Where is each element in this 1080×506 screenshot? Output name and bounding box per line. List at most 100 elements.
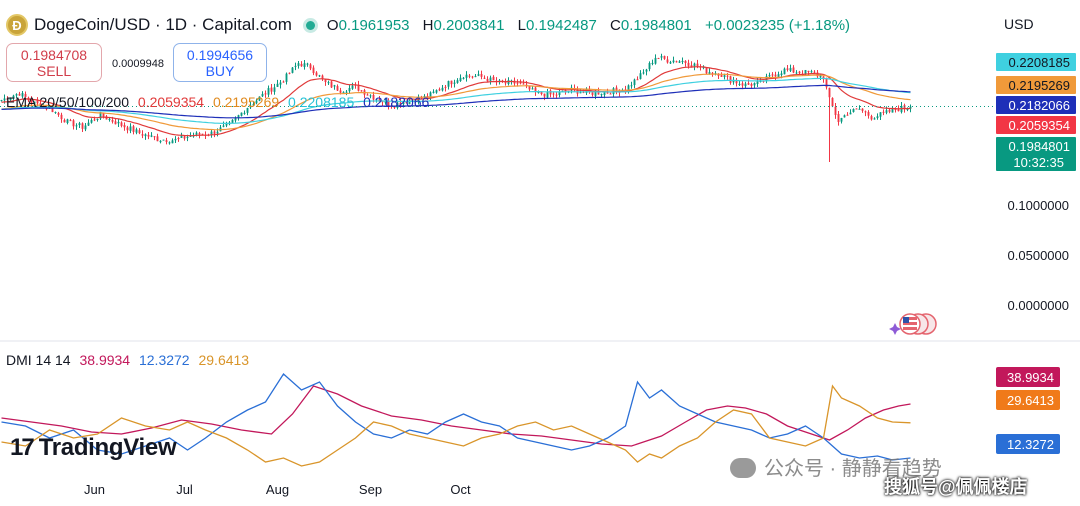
ema100-line (1, 77, 911, 125)
candle-body (342, 91, 345, 93)
close-value: 0.1984801 (620, 16, 692, 34)
candle-body (396, 102, 399, 108)
dmi-value-tag (996, 367, 1060, 387)
candle-body (168, 142, 171, 144)
candle-body (165, 140, 168, 142)
candle-body (705, 67, 708, 74)
candle-body (297, 63, 300, 66)
candle-body (15, 94, 18, 96)
candle-body (822, 76, 825, 80)
dmi-di-line (1, 384, 911, 467)
candle-body (885, 110, 888, 113)
dmi-value-tag (996, 434, 1060, 454)
candle-body (849, 112, 852, 115)
candle-body (234, 117, 237, 121)
ema20-value: 0.2059354 (137, 94, 205, 110)
price-tick-label: 0.0000000 (1008, 298, 1069, 313)
candle-body (486, 78, 489, 82)
candle-body (87, 122, 90, 126)
candle-body (378, 99, 381, 102)
candle-body (858, 108, 861, 110)
sell-price: 0.1984708 (20, 47, 88, 63)
dmi-legend-label: DMI 14 14 (6, 352, 71, 368)
price-tag (996, 116, 1076, 134)
time-tick-label: Sep (359, 482, 382, 497)
candle-body (459, 77, 462, 82)
candle-body (636, 79, 639, 81)
candle-body (261, 93, 264, 97)
open-key: O (326, 16, 339, 34)
candle-body (384, 100, 387, 103)
candle-body (72, 120, 75, 127)
candle-body (357, 84, 360, 91)
candle-body (195, 132, 198, 135)
candle-body (150, 135, 153, 137)
candle-body (552, 93, 555, 95)
candle-body (372, 94, 375, 100)
candle-body (600, 94, 603, 96)
ema-legend[interactable]: EMA 20/50/100/200 0.2059354 0.2195269 0.… (6, 94, 434, 110)
candle-body (789, 68, 792, 71)
candle-body (24, 93, 27, 97)
candle-body (474, 76, 477, 78)
candle-body (819, 75, 822, 78)
candle-body (153, 136, 156, 138)
candle-body (9, 98, 12, 101)
candle-body (807, 70, 810, 73)
price-tick-label: 0.0500000 (1008, 248, 1069, 263)
candle-body (57, 112, 60, 115)
candle-body (774, 74, 777, 77)
candle-body (702, 67, 705, 69)
candle-body (681, 60, 684, 63)
candle-body (882, 111, 885, 113)
candle-body (54, 112, 57, 114)
candle-body (657, 57, 660, 59)
adx-value: 38.9934 (79, 352, 131, 368)
price-tag-label: 0.1984801 (1009, 139, 1070, 154)
candle-body (336, 86, 339, 91)
candle-body (540, 91, 543, 95)
candle-body (135, 129, 138, 133)
candle-body (63, 119, 66, 123)
sell-button[interactable]: 0.1984708 SELL (6, 43, 102, 82)
candle-body (792, 67, 795, 73)
candle-body (669, 62, 672, 64)
symbol-title[interactable]: DogeCoin/USD · 1D · Capital.com (34, 15, 292, 34)
candle-body (453, 82, 456, 84)
candle-body (273, 87, 276, 92)
tradingview-logo[interactable]: 17 TradingView (10, 434, 177, 462)
candle-body (852, 109, 855, 112)
candle-body (606, 92, 609, 94)
candle-body (609, 93, 612, 95)
watermark-wechat: 公众号 · 静静看趋势 (730, 452, 942, 481)
candle-body (99, 112, 102, 119)
candle-body (708, 72, 711, 75)
dmi-value-tag (996, 390, 1060, 410)
watermark-sohu: 搜狐号@佩佩楼店 (884, 477, 1028, 497)
dmi-legend[interactable]: DMI 14 14 38.9934 12.3272 29.6413 (6, 352, 254, 368)
ema200-line (1, 84, 911, 119)
buy-button[interactable]: 0.1994656 BUY (173, 43, 267, 82)
candle-body (429, 92, 432, 99)
time-tick-label: Jun (84, 482, 105, 497)
candle-body (777, 74, 780, 77)
time-axis[interactable]: Jun Jul Aug Sep Oct (84, 482, 471, 497)
ema50-value: 0.2195269 (212, 94, 280, 110)
price-tag-label: 0.2208185 (1009, 55, 1070, 70)
candle-body (138, 130, 141, 134)
candle-body (537, 91, 540, 94)
candle-body (243, 112, 246, 114)
price-tag (996, 76, 1076, 94)
currency-selector[interactable]: USD (1004, 16, 1034, 32)
candle-body (747, 83, 750, 85)
candle-body (813, 71, 816, 73)
time-tick-label: Jul (176, 482, 193, 497)
candle-body (468, 75, 471, 77)
candle-body (834, 106, 837, 115)
candle-body (639, 73, 642, 79)
candle-body (414, 99, 417, 102)
events-flag-icon[interactable] (889, 313, 937, 335)
candle-body (738, 83, 741, 85)
